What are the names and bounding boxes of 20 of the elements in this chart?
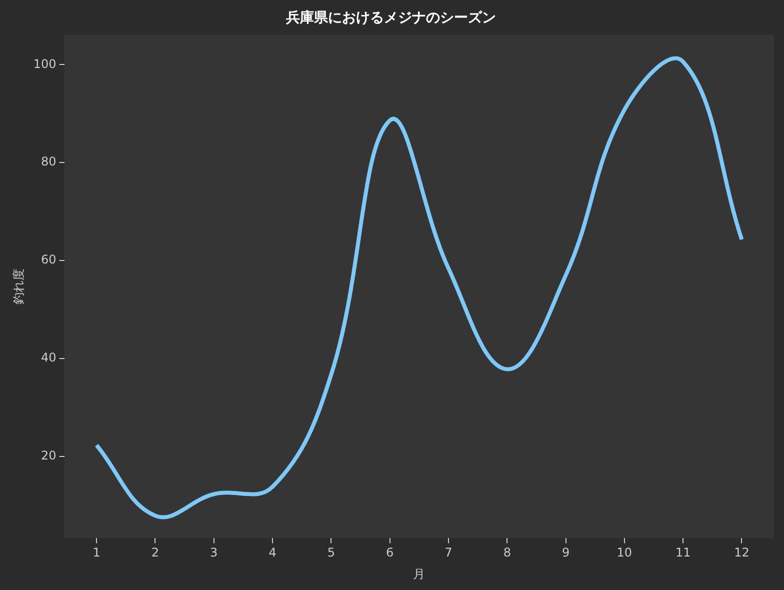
y-axis-title: 釣れ度 xyxy=(11,268,26,304)
x-tick-label: 9 xyxy=(562,546,570,560)
chart-title: 兵庫県におけるメジナのシーズン xyxy=(285,9,496,26)
x-tick-label: 1 xyxy=(92,546,100,560)
x-tick-label: 6 xyxy=(386,546,394,560)
x-axis-title: 月 xyxy=(413,566,426,581)
y-tick-label: 80 xyxy=(41,154,56,169)
x-tick-label: 7 xyxy=(444,546,452,560)
x-tick-label: 2 xyxy=(151,546,160,560)
x-tick-label: 8 xyxy=(503,546,511,560)
x-tick-label: 3 xyxy=(210,546,218,560)
x-tick-label: 10 xyxy=(616,546,632,560)
y-tick-label: 100 xyxy=(33,56,56,71)
x-tick-label: 5 xyxy=(327,546,335,560)
y-tick-label: 40 xyxy=(41,350,56,365)
y-tick-label: 60 xyxy=(41,252,56,267)
y-tick-label: 20 xyxy=(41,448,56,463)
x-tick-label: 12 xyxy=(734,546,750,560)
x-tick-label: 11 xyxy=(675,546,691,560)
x-tick-label: 4 xyxy=(268,546,276,560)
